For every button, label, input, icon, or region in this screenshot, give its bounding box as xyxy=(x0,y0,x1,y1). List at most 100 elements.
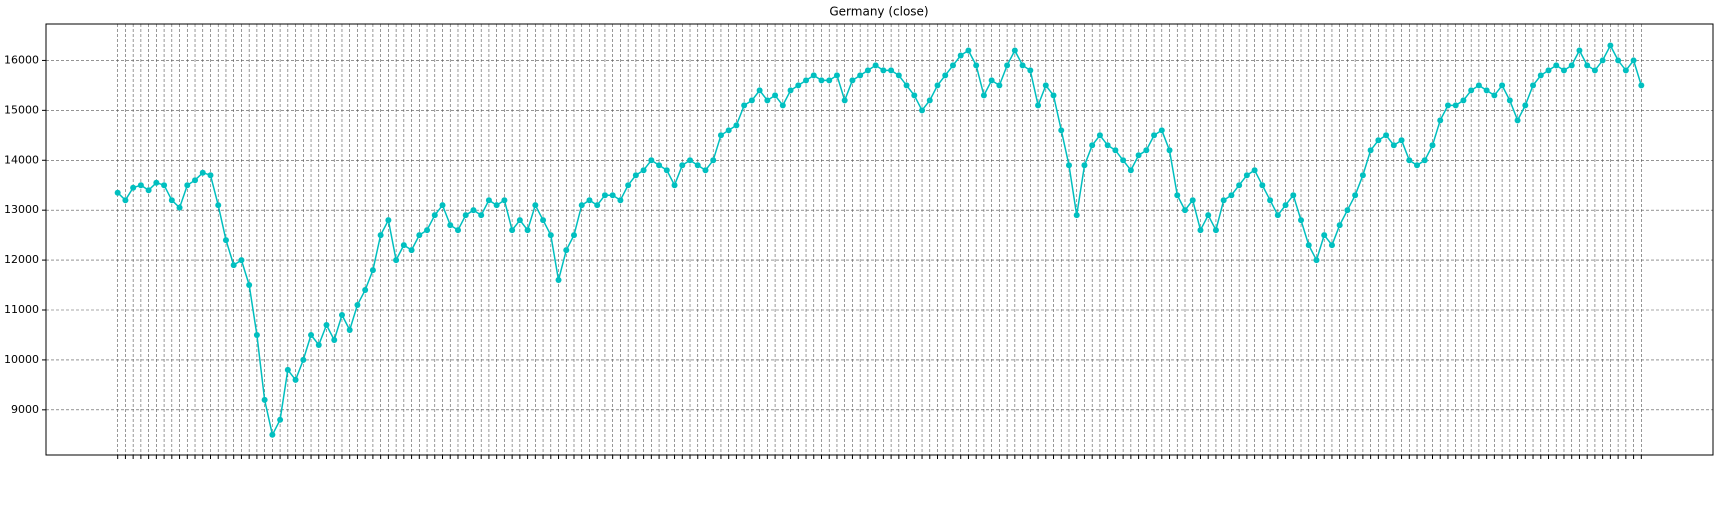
point xyxy=(346,326,353,333)
point xyxy=(478,212,485,219)
point xyxy=(168,197,175,204)
point xyxy=(663,167,670,174)
point xyxy=(996,82,1003,89)
point xyxy=(192,177,199,184)
point xyxy=(1522,102,1529,109)
point xyxy=(702,167,709,174)
point xyxy=(439,202,446,209)
point xyxy=(1615,57,1622,64)
point xyxy=(238,257,245,264)
point xyxy=(1004,62,1011,69)
point xyxy=(625,182,632,189)
point xyxy=(1622,67,1629,74)
point xyxy=(601,192,608,199)
point xyxy=(331,336,338,343)
point xyxy=(1537,72,1544,79)
point xyxy=(609,192,616,199)
point xyxy=(586,197,593,204)
y-tick-label: 10000 xyxy=(4,353,39,366)
point xyxy=(973,62,980,69)
point xyxy=(547,232,554,239)
point xyxy=(725,127,732,134)
point xyxy=(1073,212,1080,219)
point xyxy=(957,52,964,59)
point xyxy=(1267,197,1274,204)
point xyxy=(1096,132,1103,139)
point xyxy=(988,77,995,84)
point xyxy=(362,287,369,294)
point xyxy=(779,102,786,109)
point xyxy=(1127,167,1134,174)
point xyxy=(1483,87,1490,94)
point xyxy=(888,67,895,74)
point xyxy=(980,92,987,99)
point xyxy=(1228,192,1235,199)
point xyxy=(261,396,268,403)
point xyxy=(1243,172,1250,179)
point xyxy=(145,187,152,194)
point xyxy=(130,184,137,191)
point xyxy=(1321,232,1328,239)
point xyxy=(161,182,168,189)
point xyxy=(687,157,694,164)
point xyxy=(493,202,500,209)
point xyxy=(1576,47,1583,54)
point xyxy=(1444,102,1451,109)
point xyxy=(710,157,717,164)
point xyxy=(903,82,910,89)
point xyxy=(694,162,701,169)
point xyxy=(1530,82,1537,89)
plot-frame xyxy=(45,23,1714,456)
point xyxy=(1050,92,1057,99)
point xyxy=(748,97,755,104)
point xyxy=(1282,202,1289,209)
point xyxy=(114,189,121,196)
point xyxy=(1058,127,1065,134)
point xyxy=(1591,67,1598,74)
point xyxy=(1290,192,1297,199)
point xyxy=(338,311,345,318)
point xyxy=(1328,242,1335,249)
point xyxy=(184,182,191,189)
point xyxy=(1174,192,1181,199)
point xyxy=(717,132,724,139)
point xyxy=(524,227,531,234)
point xyxy=(1035,102,1042,109)
point xyxy=(1499,82,1506,89)
point xyxy=(284,366,291,373)
point xyxy=(864,67,871,74)
y-tick-label: 12000 xyxy=(4,253,39,266)
point xyxy=(671,182,678,189)
point xyxy=(431,212,438,219)
point xyxy=(1166,147,1173,154)
point xyxy=(393,257,400,264)
point xyxy=(253,331,260,338)
y-tick-label: 13000 xyxy=(4,203,39,216)
point xyxy=(1383,132,1390,139)
point xyxy=(1065,162,1072,169)
point xyxy=(292,376,299,383)
point xyxy=(570,232,577,239)
y-tick-label: 11000 xyxy=(4,303,39,316)
point xyxy=(1352,192,1359,199)
point xyxy=(1120,157,1127,164)
point xyxy=(1151,132,1158,139)
point xyxy=(1475,82,1482,89)
point xyxy=(1398,137,1405,144)
point xyxy=(1158,127,1165,134)
point xyxy=(787,87,794,94)
point xyxy=(826,77,833,84)
point xyxy=(1089,142,1096,149)
point xyxy=(1220,197,1227,204)
point xyxy=(1421,157,1428,164)
point xyxy=(949,62,956,69)
point xyxy=(1019,62,1026,69)
point xyxy=(269,431,276,438)
point xyxy=(632,172,639,179)
point xyxy=(849,77,856,84)
point xyxy=(1514,117,1521,124)
point xyxy=(563,247,570,254)
point xyxy=(1313,257,1320,264)
point xyxy=(1452,102,1459,109)
